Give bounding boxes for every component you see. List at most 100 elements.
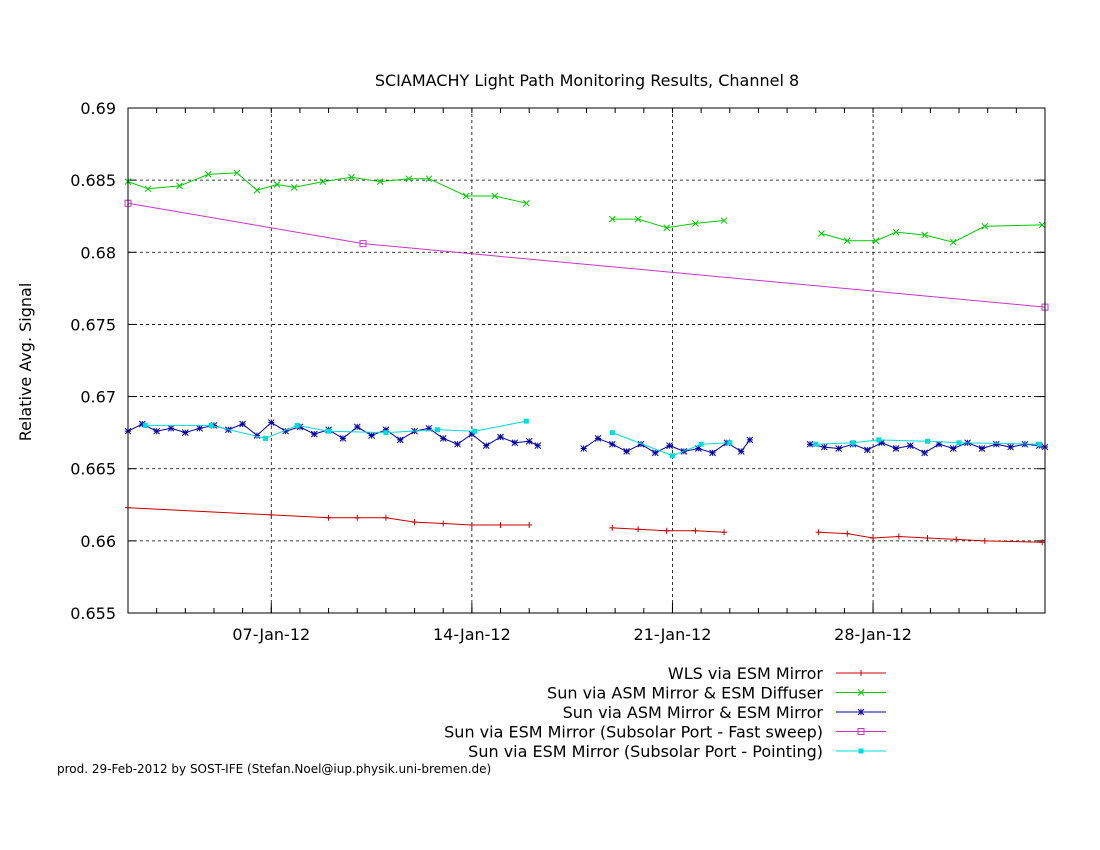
data-point — [468, 521, 475, 528]
data-point — [820, 443, 828, 451]
data-point — [1039, 539, 1046, 546]
plot-frame — [127, 107, 1046, 614]
data-point — [144, 185, 152, 193]
data-point — [411, 519, 418, 526]
y-axis-label: Relative Avg. Signal — [16, 283, 35, 442]
legend-item: Sun via ESM Mirror (Subsolar Port - Fast… — [444, 723, 886, 742]
data-point — [580, 445, 587, 452]
data-point — [870, 534, 877, 541]
data-point — [239, 420, 246, 428]
data-point — [233, 169, 241, 177]
production-footer: prod. 29-Feb-2012 by SOST-IFE (Stefan.No… — [57, 762, 492, 776]
data-point — [594, 435, 602, 442]
data-point — [746, 436, 754, 444]
data-point — [921, 231, 928, 239]
data-point — [843, 237, 851, 245]
data-point — [669, 453, 675, 459]
y-tick-label: 0.685 — [70, 171, 116, 190]
data-point — [721, 529, 728, 536]
data-point — [992, 440, 1000, 448]
legend-label: Sun via ESM Mirror (Subsolar Port - Fast… — [444, 723, 823, 742]
data-point — [835, 445, 843, 452]
series-5 — [142, 418, 1042, 459]
data-point — [472, 428, 478, 434]
data-point — [813, 441, 819, 447]
data-point — [319, 178, 327, 185]
data-point — [325, 514, 332, 521]
data-point — [353, 423, 361, 431]
data-point — [354, 514, 361, 521]
data-point — [263, 435, 269, 441]
data-point — [698, 441, 704, 447]
series-line — [612, 432, 730, 457]
data-point — [949, 238, 957, 246]
data-point — [526, 521, 533, 528]
y-tick-label: 0.69 — [80, 99, 116, 118]
data-point — [253, 186, 261, 194]
data-point — [339, 435, 347, 442]
legend-item: WLS via ESM Mirror — [668, 664, 886, 683]
y-tick-label: 0.66 — [80, 532, 116, 551]
data-point — [651, 449, 659, 457]
data-point — [425, 175, 433, 183]
data-point — [1038, 221, 1046, 229]
data-point — [709, 449, 716, 457]
data-point — [978, 445, 986, 452]
data-point — [405, 175, 413, 183]
legend-item: Sun via ASM Mirror & ESM Diffuser — [547, 684, 886, 703]
y-tick-label: 0.655 — [70, 604, 116, 623]
data-point — [737, 448, 745, 455]
data-point — [924, 534, 931, 541]
data-point — [167, 424, 175, 432]
series-line — [127, 202, 1046, 308]
data-point — [434, 427, 440, 433]
data-point — [196, 424, 203, 432]
data-point — [181, 429, 189, 436]
data-point — [268, 511, 275, 518]
data-point — [892, 445, 900, 452]
data-point — [666, 442, 673, 449]
data-point — [663, 527, 670, 534]
grid — [128, 108, 1045, 613]
data-point — [290, 184, 298, 191]
data-point — [294, 422, 300, 428]
data-point — [204, 171, 212, 178]
y-tick-label: 0.67 — [80, 388, 116, 407]
data-point — [267, 419, 275, 426]
x-tick-label: 28-Jan-12 — [834, 625, 912, 644]
data-point — [949, 445, 957, 452]
data-point — [635, 526, 642, 533]
x-axis-ticks: 07-Jan-12 14-Jan-12 21-Jan-12 28-Jan-12 — [127, 108, 1046, 644]
data-point — [482, 442, 490, 449]
data-point — [440, 520, 447, 527]
x-tick-label: 14-Jan-12 — [433, 625, 511, 644]
series-layer — [124, 169, 1049, 546]
data-point — [368, 432, 375, 439]
series-2 — [124, 169, 1046, 246]
series-line — [127, 421, 539, 447]
data-point — [720, 217, 728, 224]
data-point — [208, 422, 214, 428]
y-tick-label: 0.68 — [80, 243, 116, 262]
data-point — [142, 422, 148, 428]
data-point — [609, 524, 616, 531]
data-point — [534, 442, 542, 449]
data-point — [858, 748, 864, 754]
data-point — [981, 222, 989, 230]
data-point — [497, 521, 504, 528]
legend-item: Sun via ESM Mirror (Subsolar Port - Poin… — [468, 742, 886, 761]
series-1 — [125, 504, 1046, 546]
data-point — [176, 182, 183, 190]
data-point — [348, 173, 355, 181]
data-point — [806, 440, 814, 448]
legend-item: Sun via ASM Mirror & ESM Mirror — [563, 703, 886, 722]
data-point — [663, 224, 671, 232]
data-point — [692, 527, 699, 534]
data-point — [857, 689, 865, 696]
data-point — [608, 440, 616, 448]
series-line — [127, 507, 530, 526]
data-point — [953, 536, 960, 543]
series-line — [612, 527, 725, 533]
